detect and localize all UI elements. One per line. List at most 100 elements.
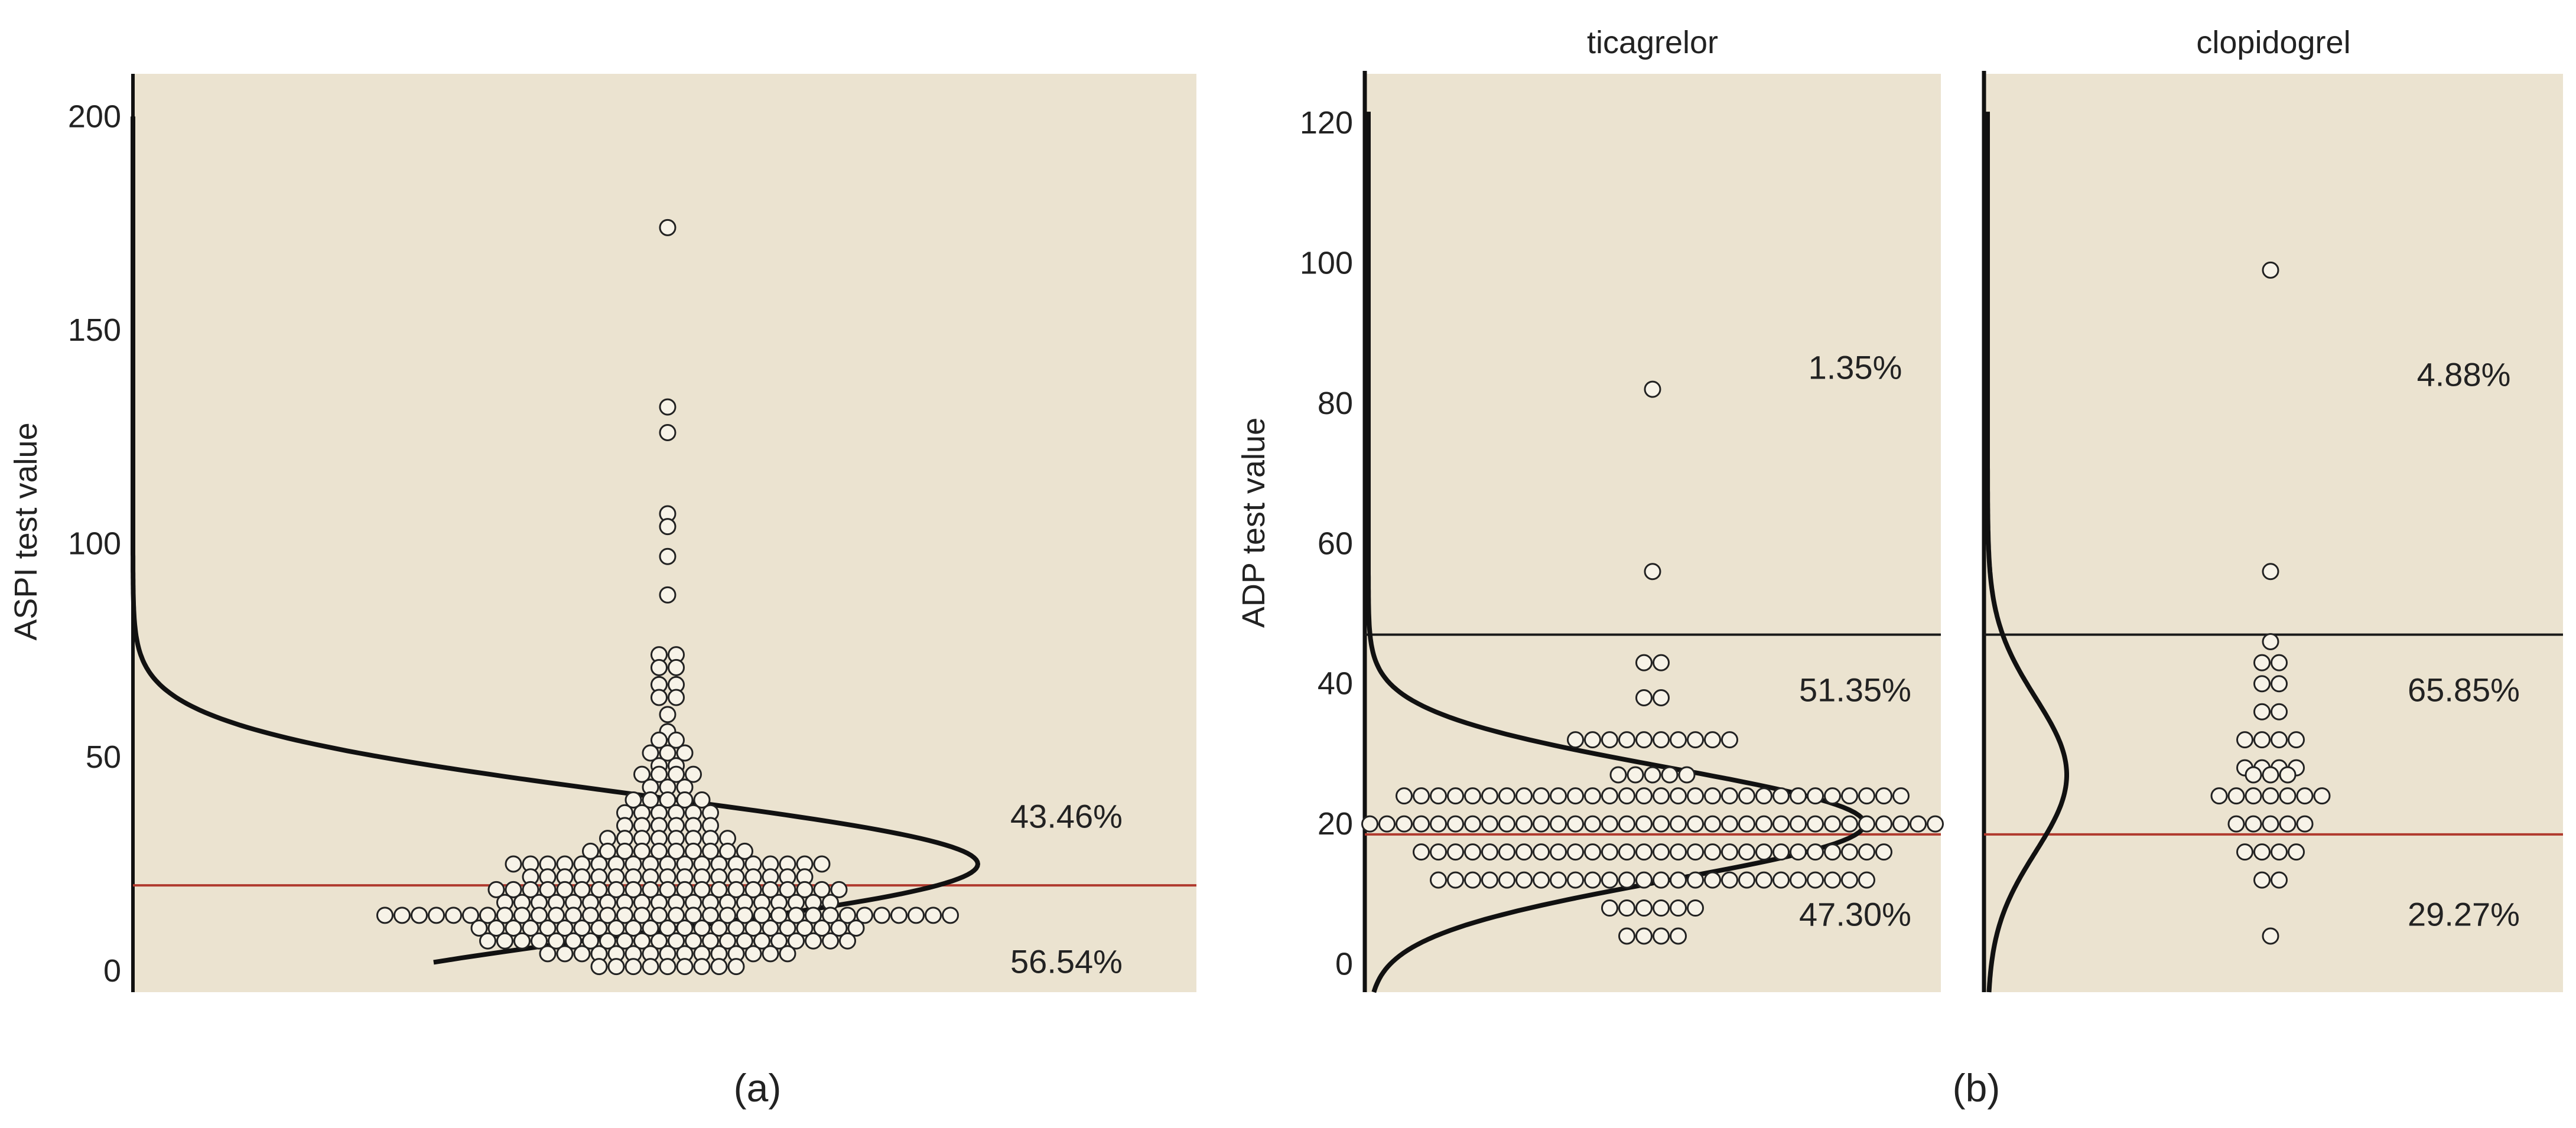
chart-b-clopidogrel-dot xyxy=(2271,731,2288,749)
chart-a-dot xyxy=(693,958,711,976)
chart-a-dot xyxy=(582,932,599,950)
chart-a-dot xyxy=(625,958,642,976)
chart-b-ticagrelor-dot xyxy=(1875,815,1892,833)
chart-b-ticagrelor-dot xyxy=(1550,843,1567,861)
chart-a-dot xyxy=(650,765,668,783)
chart-b-clopidogrel-dot xyxy=(2271,654,2288,671)
chart-a-dot xyxy=(479,932,496,950)
chart-a-dot xyxy=(462,907,479,924)
chart-a-dot xyxy=(539,945,557,963)
chart-b-ticagrelor-dot xyxy=(1618,815,1635,833)
chart-b-clopidogrel-dot xyxy=(2262,633,2279,650)
chart-b-clopidogrel-dot xyxy=(2262,261,2279,279)
chart-a-dot xyxy=(796,920,814,937)
chart-a-dot xyxy=(650,689,668,706)
chart-b-clopidogrel-dot xyxy=(2262,563,2279,581)
chart-a-dot xyxy=(625,881,642,898)
chart-b-ticagrelor-dot xyxy=(1875,787,1892,805)
chart-a-dot xyxy=(736,932,753,950)
chart-b-tick-label: 20 xyxy=(1318,806,1353,842)
chart-b-ticagrelor-dot xyxy=(1567,787,1584,805)
chart-a-dot xyxy=(659,791,676,809)
chart-a-dot xyxy=(668,932,685,950)
chart-a-dot xyxy=(642,791,659,809)
chart-a-dot xyxy=(411,907,428,924)
chart-b-ticagrelor-dot xyxy=(1670,843,1687,861)
chart-a-percentages: 43.46% 56.54% xyxy=(1010,797,1123,980)
chart-a-dot xyxy=(830,920,848,937)
chart-b-clopidogrel-dot xyxy=(2262,815,2279,833)
chart-b-tick-label: 0 xyxy=(1335,947,1353,982)
chart-a-dot xyxy=(805,932,822,950)
chart-b-clopidogrel-dot xyxy=(2271,675,2288,693)
chart-b-ticagrelor-dot xyxy=(1807,787,1824,805)
chart-a-dot xyxy=(393,907,411,924)
chart-a-dot xyxy=(822,932,839,950)
chart-b-clopidogrel-dot xyxy=(2288,731,2305,749)
chart-a-dot xyxy=(642,881,659,898)
chart-a-dot xyxy=(856,907,873,924)
chart-b-clopidogrel-percentage: 4.88% xyxy=(2417,356,2511,393)
chart-b-ticagrelor-dot xyxy=(1755,787,1772,805)
chart-b-adp: 0 20 40 60 80 100 120 1.35% 51.35% 47.30% 4.88% 65… xyxy=(1236,25,2563,1110)
chart-b-ticagrelor-dot xyxy=(1841,815,1858,833)
chart-b-ticagrelor-dot xyxy=(1653,815,1670,833)
chart-a-dot xyxy=(762,881,779,898)
chart-b-ticagrelor-dot xyxy=(1618,871,1635,889)
chart-a-dot xyxy=(659,744,676,762)
chart-a-dot xyxy=(719,842,736,860)
chart-a-tick-label: 50 xyxy=(86,739,121,775)
chart-a-dot xyxy=(770,932,788,950)
chart-b-ticagrelor-dot xyxy=(1824,843,1841,861)
chart-a-dot xyxy=(573,945,591,963)
chart-b-ticagrelor-dot xyxy=(1807,871,1824,889)
chart-a-caption: (a) xyxy=(734,1066,782,1110)
chart-b-ticagrelor-dot xyxy=(1670,927,1687,945)
chart-a-dot xyxy=(719,932,736,950)
chart-a-dot xyxy=(710,920,728,937)
chart-a-dot xyxy=(659,706,676,723)
chart-a-dot xyxy=(650,907,668,924)
chart-b-ticagrelor-dot xyxy=(1618,927,1635,945)
chart-a-dot xyxy=(685,765,702,783)
chart-b-ticagrelor-dot xyxy=(1772,871,1790,889)
chart-b-ticagrelor-dot xyxy=(1670,731,1687,749)
chart-b-ticagrelor-dot xyxy=(1584,815,1601,833)
chart-b-ticagrelor-dot xyxy=(1721,871,1738,889)
chart-b-ticagrelor-dot xyxy=(1721,731,1738,749)
chart-b-clopidogrel-dot xyxy=(2245,787,2262,805)
chart-b-ticagrelor-dot xyxy=(1447,815,1464,833)
chart-a-dot xyxy=(668,658,685,676)
chart-b-ticagrelor-dot xyxy=(1464,815,1481,833)
chart-b-ticagrelor-dot xyxy=(1704,843,1721,861)
chart-a-dot xyxy=(625,920,642,937)
chart-a-dot xyxy=(796,881,814,898)
chart-a-dot xyxy=(650,842,668,860)
chart-b-clopidogrel-curve xyxy=(1985,112,2069,993)
chart-b-ticagrelor-dot xyxy=(1807,815,1824,833)
chart-a-percentage-label: 43.46% xyxy=(1010,797,1123,834)
chart-b-ticagrelor-dot xyxy=(1824,815,1841,833)
chart-a-dot xyxy=(744,881,762,898)
chart-a-dot xyxy=(522,920,539,937)
chart-b-ticagrelor-dot xyxy=(1704,787,1721,805)
chart-a-tick-label: 200 xyxy=(68,99,121,134)
chart-b-ticagrelor-dot xyxy=(1567,731,1584,749)
chart-a-dot xyxy=(702,907,719,924)
chart-b-ticagrelor-dot xyxy=(1653,843,1670,861)
chart-a-dot xyxy=(539,881,557,898)
chart-b-ticagrelor-dot xyxy=(1635,871,1653,889)
chart-b-tick-label: 80 xyxy=(1318,386,1353,421)
chart-a-dot xyxy=(779,920,796,937)
chart-b-ticagrelor-dot xyxy=(1670,871,1687,889)
chart-b-clopidogrel-dot xyxy=(2236,731,2253,749)
chart-b-ticagrelor-dot xyxy=(1618,787,1635,805)
chart-b-clopidogrel-dot xyxy=(2279,766,2297,784)
chart-b-ticagrelor-dot xyxy=(1378,815,1396,833)
chart-b-ticagrelor-dot xyxy=(1533,787,1550,805)
chart-b-ticagrelor-dot xyxy=(1567,815,1584,833)
chart-a-dot xyxy=(779,945,796,963)
chart-a-dot xyxy=(753,932,770,950)
chart-a-dot xyxy=(650,731,668,749)
chart-a-dot xyxy=(599,907,616,924)
